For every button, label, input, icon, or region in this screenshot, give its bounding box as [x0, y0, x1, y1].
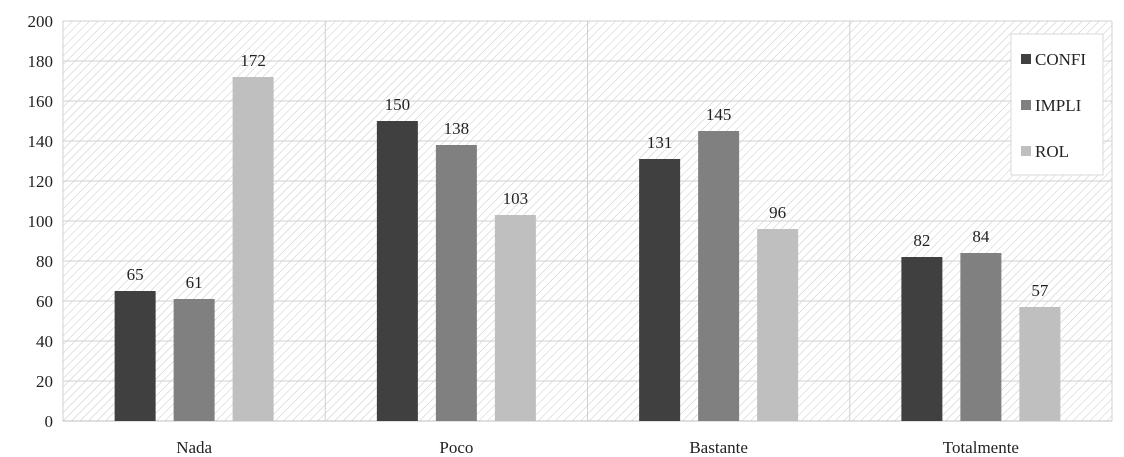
legend-swatch-confi	[1021, 54, 1031, 64]
y-tick-label: 120	[28, 172, 54, 191]
bar-impli	[435, 145, 477, 421]
y-tick-label: 140	[28, 132, 54, 151]
bar-confi	[901, 257, 943, 421]
data-label: 65	[127, 265, 144, 284]
legend-label-impli: IMPLI	[1035, 96, 1082, 115]
data-label: 172	[240, 51, 266, 70]
data-label: 131	[647, 133, 673, 152]
bar-impli	[173, 299, 215, 421]
x-tick-label: Bastante	[689, 438, 748, 457]
data-label: 61	[186, 273, 203, 292]
y-tick-label: 40	[36, 332, 53, 351]
data-label: 96	[769, 203, 786, 222]
data-labels: 65 61 172 150 138 103 131 145 96 82 84 57	[127, 51, 1049, 300]
y-tick-label: 200	[28, 12, 54, 31]
x-tick-label: Poco	[439, 438, 473, 457]
x-tick-label: Totalmente	[943, 438, 1019, 457]
legend-swatch-rol	[1021, 146, 1031, 156]
bar-confi	[639, 159, 681, 421]
y-tick-label: 100	[28, 212, 54, 231]
legend-swatch-impli	[1021, 100, 1031, 110]
data-label: 84	[972, 227, 990, 246]
bar-rol	[757, 229, 799, 421]
y-tick-label: 60	[36, 292, 53, 311]
bar-impli	[960, 253, 1002, 421]
legend-label-confi: CONFI	[1035, 50, 1086, 69]
y-tick-label: 160	[28, 92, 54, 111]
legend-label-rol: ROL	[1035, 142, 1069, 161]
data-label: 57	[1031, 281, 1049, 300]
bars	[114, 77, 1061, 421]
y-tick-label: 0	[45, 412, 54, 431]
bar-impli	[698, 131, 740, 421]
bar-confi	[376, 121, 418, 421]
legend: CONFI IMPLI ROL	[1010, 33, 1104, 176]
bar-confi	[114, 291, 156, 421]
y-tick-label: 80	[36, 252, 53, 271]
data-label: 103	[503, 189, 529, 208]
data-label: 82	[913, 231, 930, 250]
x-tick-label: Nada	[176, 438, 212, 457]
bar-rol	[232, 77, 274, 421]
bar-rol	[494, 215, 536, 421]
bar-rol	[1019, 307, 1061, 421]
data-label: 138	[444, 119, 470, 138]
data-label: 150	[385, 95, 411, 114]
axes: 0 20 40 60 80 100 120 140 160 180 200 Nada Poco Basta…	[28, 12, 1112, 457]
y-tick-label: 20	[36, 372, 53, 391]
y-tick-label: 180	[28, 52, 54, 71]
data-label: 145	[706, 105, 732, 124]
